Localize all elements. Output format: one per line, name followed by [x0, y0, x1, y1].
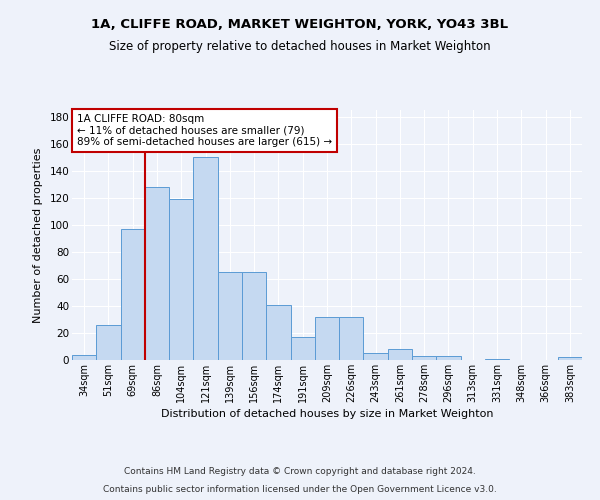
Bar [145, 187, 169, 360]
Bar [242, 272, 266, 360]
Text: 1A, CLIFFE ROAD, MARKET WEIGHTON, YORK, YO43 3BL: 1A, CLIFFE ROAD, MARKET WEIGHTON, YORK, … [91, 18, 509, 30]
Bar [315, 317, 339, 360]
Bar [96, 325, 121, 360]
Bar [193, 158, 218, 360]
Bar [72, 354, 96, 360]
Text: 1A CLIFFE ROAD: 80sqm
← 11% of detached houses are smaller (79)
89% of semi-deta: 1A CLIFFE ROAD: 80sqm ← 11% of detached … [77, 114, 332, 147]
Bar [364, 353, 388, 360]
Text: Contains HM Land Registry data © Crown copyright and database right 2024.: Contains HM Land Registry data © Crown c… [124, 467, 476, 476]
Bar [485, 358, 509, 360]
Bar [388, 349, 412, 360]
Bar [436, 356, 461, 360]
Bar [339, 317, 364, 360]
Bar [412, 356, 436, 360]
Bar [169, 199, 193, 360]
Bar [121, 229, 145, 360]
Bar [290, 337, 315, 360]
X-axis label: Distribution of detached houses by size in Market Weighton: Distribution of detached houses by size … [161, 409, 493, 419]
Y-axis label: Number of detached properties: Number of detached properties [32, 148, 43, 322]
Text: Size of property relative to detached houses in Market Weighton: Size of property relative to detached ho… [109, 40, 491, 53]
Text: Contains public sector information licensed under the Open Government Licence v3: Contains public sector information licen… [103, 485, 497, 494]
Bar [266, 304, 290, 360]
Bar [558, 358, 582, 360]
Bar [218, 272, 242, 360]
